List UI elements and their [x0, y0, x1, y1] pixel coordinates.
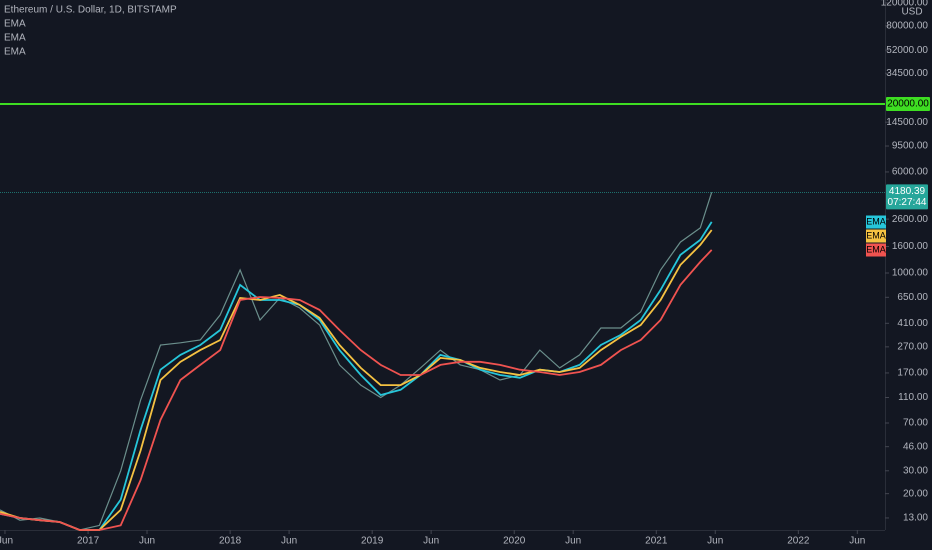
y-tick-label: 410.00	[897, 318, 928, 329]
ema-line	[0, 221, 713, 531]
ema-tag	[866, 215, 886, 229]
x-tick-label: Jun	[0, 536, 13, 547]
x-tick-label: Jun	[849, 536, 865, 547]
y-tick-label: 20.00	[903, 488, 928, 499]
ema-line	[0, 249, 713, 531]
y-tick-label: 52000.00	[886, 45, 928, 56]
y-tick-label: 2600.00	[892, 214, 929, 225]
y-tick-label: 120000.00	[881, 0, 929, 9]
last-price-label: 4180.39	[889, 186, 926, 197]
y-tick-label: 13.00	[903, 513, 928, 524]
x-tick-label: Jun	[707, 536, 723, 547]
y-tick-label: 46.00	[903, 441, 928, 452]
ema-tag	[866, 229, 886, 243]
y-tick-label: 30.00	[903, 465, 928, 476]
x-tick-label: Jun	[565, 536, 581, 547]
horizontal-line-tag	[886, 97, 930, 112]
y-tick-label: 1000.00	[892, 268, 929, 279]
y-tick-label: 270.00	[897, 341, 928, 352]
y-tick-label: 14500.00	[886, 117, 928, 128]
x-tick-label: 2020	[503, 536, 526, 547]
x-tick-label: Jun	[423, 536, 439, 547]
y-tick-label: 1600.00	[892, 241, 929, 252]
y-tick-label: 110.00	[898, 392, 928, 403]
y-tick-label: 650.00	[897, 292, 928, 303]
x-tick-label: 2018	[219, 536, 242, 547]
price-line	[0, 192, 713, 531]
y-tick-label: 34500.00	[886, 68, 928, 79]
y-tick-label: 6000.00	[892, 167, 929, 178]
countdown-label: 07:27:44	[888, 197, 927, 208]
y-tick-label: 170.00	[897, 368, 928, 379]
legend-label: EMA	[4, 33, 26, 44]
ema-tag-label: EMA	[866, 230, 886, 240]
legend-label: EMA	[4, 47, 26, 58]
x-tick-label: 2021	[645, 536, 668, 547]
ema-line	[0, 229, 713, 531]
ema-tag-label: EMA	[866, 244, 886, 254]
x-tick-label: Jun	[139, 536, 155, 547]
x-tick-label: 2019	[361, 536, 384, 547]
ema-tag	[866, 243, 886, 257]
x-tick-label: 2022	[787, 536, 810, 547]
last-price-tag	[886, 184, 928, 210]
x-tick-label: 2017	[77, 536, 100, 547]
legend-label: EMA	[4, 19, 26, 30]
y-unit: USD	[901, 7, 922, 18]
y-tick-label: 80000.00	[886, 20, 928, 31]
chart-title: Ethereum / U.S. Dollar, 1D, BITSTAMP	[4, 5, 177, 16]
y-tick-label: 9500.00	[892, 141, 929, 152]
horizontal-line-label: 20000.00	[887, 99, 929, 110]
x-tick-label: Jun	[281, 536, 297, 547]
ema-tag-label: EMA	[866, 216, 886, 226]
y-tick-label: 70.00	[903, 418, 928, 429]
